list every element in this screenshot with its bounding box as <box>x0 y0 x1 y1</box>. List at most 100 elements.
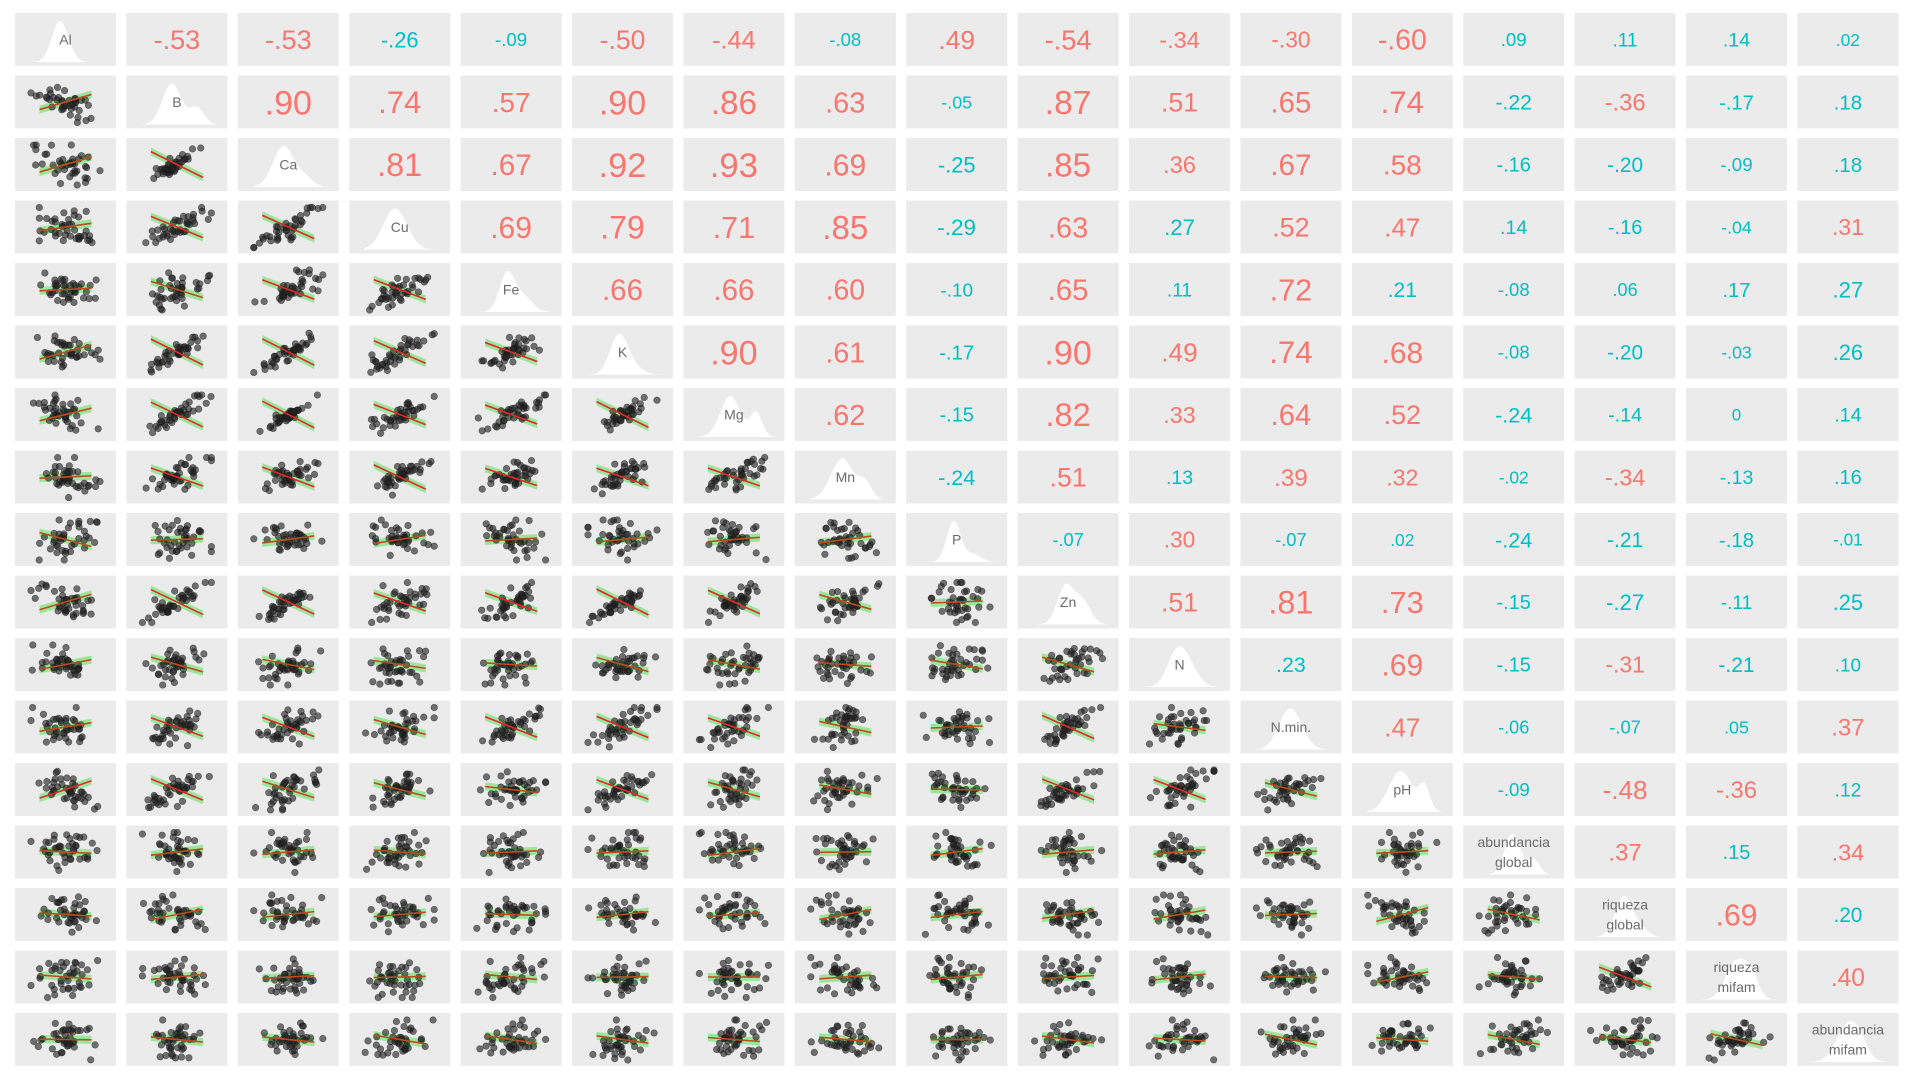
panel-14-15: .37 <box>1574 825 1676 879</box>
panel-4-14: .14 <box>1463 200 1565 254</box>
data-point <box>525 517 533 525</box>
data-point <box>1062 868 1070 877</box>
data-point <box>162 424 171 432</box>
panel-7-14: -.24 <box>1463 388 1565 441</box>
data-point <box>1071 864 1079 873</box>
data-point <box>810 735 819 743</box>
data-point <box>651 653 660 661</box>
correlation-value: -.15 <box>1497 592 1531 614</box>
panel-8-2 <box>126 450 228 504</box>
data-point <box>952 601 961 609</box>
panel-9-16: -.18 <box>1686 513 1787 566</box>
correlation-value: -.16 <box>1608 217 1642 239</box>
data-point <box>94 802 102 811</box>
density-curve <box>30 21 106 62</box>
data-point <box>309 715 317 723</box>
panel-4-16: -.04 <box>1686 200 1787 254</box>
data-point <box>61 608 70 617</box>
data-point <box>60 86 69 95</box>
data-point <box>828 906 836 914</box>
data-point <box>276 546 284 554</box>
panel-11-9 <box>906 638 1008 691</box>
correlation-value: .66 <box>602 274 643 307</box>
panel-6-17: .26 <box>1797 325 1899 379</box>
data-point <box>387 728 395 736</box>
data-point <box>1377 855 1386 863</box>
data-point <box>622 778 631 786</box>
data-point <box>181 485 189 493</box>
data-point <box>377 854 385 862</box>
panel-10-5 <box>460 575 562 629</box>
data-point <box>35 237 43 245</box>
panel-14-5 <box>460 825 562 879</box>
panel-9-14: -.24 <box>1463 513 1565 566</box>
panel-6-12: .74 <box>1240 325 1342 379</box>
data-point <box>713 892 722 901</box>
data-point <box>714 668 722 677</box>
correlation-value: .31 <box>1832 214 1864 240</box>
correlation-value: .52 <box>1384 400 1421 430</box>
data-point <box>167 295 175 303</box>
data-point <box>594 738 602 746</box>
data-point <box>403 917 411 925</box>
data-point <box>1199 707 1207 715</box>
correlation-value: .66 <box>713 274 754 307</box>
data-point <box>730 837 739 846</box>
data-point <box>1166 906 1174 914</box>
data-point <box>510 665 518 674</box>
data-point <box>77 794 85 803</box>
data-point <box>383 598 391 607</box>
data-point <box>67 789 76 797</box>
data-point <box>509 358 517 366</box>
data-point <box>1146 794 1155 802</box>
data-point <box>1088 706 1096 714</box>
panel-9-7 <box>683 513 785 566</box>
data-point <box>981 785 989 793</box>
data-point <box>406 668 414 676</box>
data-point <box>182 345 190 353</box>
data-point <box>1090 768 1098 776</box>
data-point <box>207 548 215 556</box>
data-point <box>1274 853 1282 861</box>
data-point <box>934 842 942 850</box>
data-point <box>986 603 994 611</box>
data-point <box>611 900 619 909</box>
data-point <box>259 917 267 925</box>
data-point <box>380 413 389 422</box>
panel-6-10: .90 <box>1017 325 1119 379</box>
data-point <box>42 583 50 591</box>
panel-12-13: .47 <box>1351 700 1453 754</box>
data-point <box>978 587 986 595</box>
data-point <box>840 905 848 913</box>
data-point <box>857 666 865 674</box>
data-point <box>291 215 299 223</box>
data-point <box>476 786 485 794</box>
variable-label: Cu <box>391 219 409 235</box>
data-point <box>837 671 845 679</box>
data-point <box>590 485 598 493</box>
data-point <box>1083 931 1091 939</box>
data-point <box>84 101 92 109</box>
data-point <box>207 209 215 217</box>
data-point <box>957 803 965 812</box>
panel-background <box>1240 13 1342 66</box>
data-point <box>205 772 213 781</box>
data-point <box>169 891 177 899</box>
panel-1-17: .02 <box>1797 13 1899 66</box>
data-point <box>653 526 661 534</box>
data-point <box>290 842 298 850</box>
panel-15-9 <box>906 888 1008 941</box>
panel-4-5: .69 <box>460 200 562 254</box>
data-point <box>373 365 381 373</box>
data-point <box>1057 844 1065 852</box>
data-point <box>1074 931 1082 939</box>
data-point <box>651 918 660 927</box>
data-point <box>305 266 314 274</box>
panel-9-11: .30 <box>1129 513 1230 566</box>
data-point <box>838 525 846 533</box>
panel-background <box>460 75 562 129</box>
data-point <box>1309 775 1318 784</box>
panel-8-5 <box>460 450 562 504</box>
panel-5-7: .66 <box>683 263 785 316</box>
